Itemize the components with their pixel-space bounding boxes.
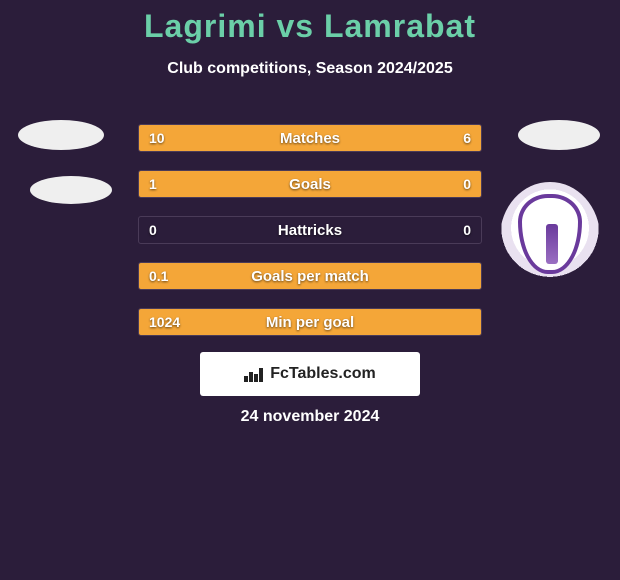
bar-row-mpg: 1024 Min per goal [138,308,482,336]
bar-label: Hattricks [139,217,481,243]
bar-label: Goals per match [139,263,481,289]
bar-row-hattricks: 0 Hattricks 0 [138,216,482,244]
left-badge-1 [18,120,104,150]
bar-chart-icon [244,366,264,382]
club-badge-right [500,182,600,292]
bar-right-value: 0 [463,217,471,243]
page-subtitle: Club competitions, Season 2024/2025 [0,60,620,78]
left-badge-2 [30,176,112,204]
date-label: 24 november 2024 [0,408,620,426]
footer-text: FcTables.com [270,365,376,383]
bar-label: Matches [139,125,481,151]
comparison-bars: 10 Matches 6 1 Goals 0 0 Hattricks 0 0.1… [138,124,482,354]
bar-row-goals: 1 Goals 0 [138,170,482,198]
bar-label: Goals [139,171,481,197]
page-title: Lagrimi vs Lamrabat [0,8,620,45]
bar-row-matches: 10 Matches 6 [138,124,482,152]
right-badge-1 [518,120,600,150]
bar-label: Min per goal [139,309,481,335]
shield-icon [518,194,582,274]
footer-attribution[interactable]: FcTables.com [200,352,420,396]
bar-row-gpm: 0.1 Goals per match [138,262,482,290]
bar-right-value: 6 [463,125,471,151]
bar-right-value: 0 [463,171,471,197]
